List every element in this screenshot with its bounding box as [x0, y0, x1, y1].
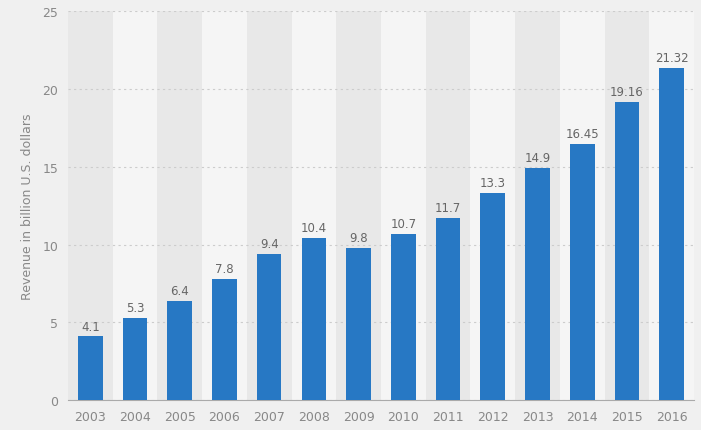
Bar: [391, 234, 416, 400]
Bar: [301, 239, 326, 400]
Bar: [570, 145, 594, 400]
Text: 10.7: 10.7: [390, 217, 416, 230]
Text: 4.1: 4.1: [81, 320, 100, 333]
Bar: [113, 12, 157, 400]
Bar: [615, 103, 639, 400]
Text: 7.8: 7.8: [215, 262, 233, 275]
Bar: [123, 318, 147, 400]
Bar: [292, 12, 336, 400]
Text: 16.45: 16.45: [566, 128, 599, 141]
Bar: [604, 12, 649, 400]
Bar: [257, 254, 282, 400]
Text: 10.4: 10.4: [301, 222, 327, 235]
Bar: [157, 12, 202, 400]
Bar: [168, 301, 192, 400]
Text: 6.4: 6.4: [170, 284, 189, 297]
Bar: [515, 12, 560, 400]
Bar: [202, 12, 247, 400]
Bar: [480, 194, 505, 400]
Bar: [346, 248, 371, 400]
Bar: [78, 337, 102, 400]
Y-axis label: Revenue in billion U.S. dollars: Revenue in billion U.S. dollars: [21, 113, 34, 299]
Bar: [426, 12, 470, 400]
Bar: [560, 12, 604, 400]
Text: 14.9: 14.9: [524, 152, 551, 165]
Bar: [649, 12, 694, 400]
Bar: [336, 12, 381, 400]
Text: 11.7: 11.7: [435, 202, 461, 215]
Text: 9.8: 9.8: [349, 231, 368, 244]
Text: 19.16: 19.16: [610, 86, 644, 99]
Text: 5.3: 5.3: [125, 301, 144, 314]
Bar: [68, 12, 113, 400]
Bar: [525, 169, 550, 400]
Text: 13.3: 13.3: [479, 177, 506, 190]
Bar: [660, 69, 684, 400]
Bar: [247, 12, 292, 400]
Text: 9.4: 9.4: [260, 237, 278, 250]
Bar: [470, 12, 515, 400]
Bar: [381, 12, 426, 400]
Bar: [436, 218, 461, 400]
Bar: [212, 279, 237, 400]
Text: 21.32: 21.32: [655, 52, 688, 65]
